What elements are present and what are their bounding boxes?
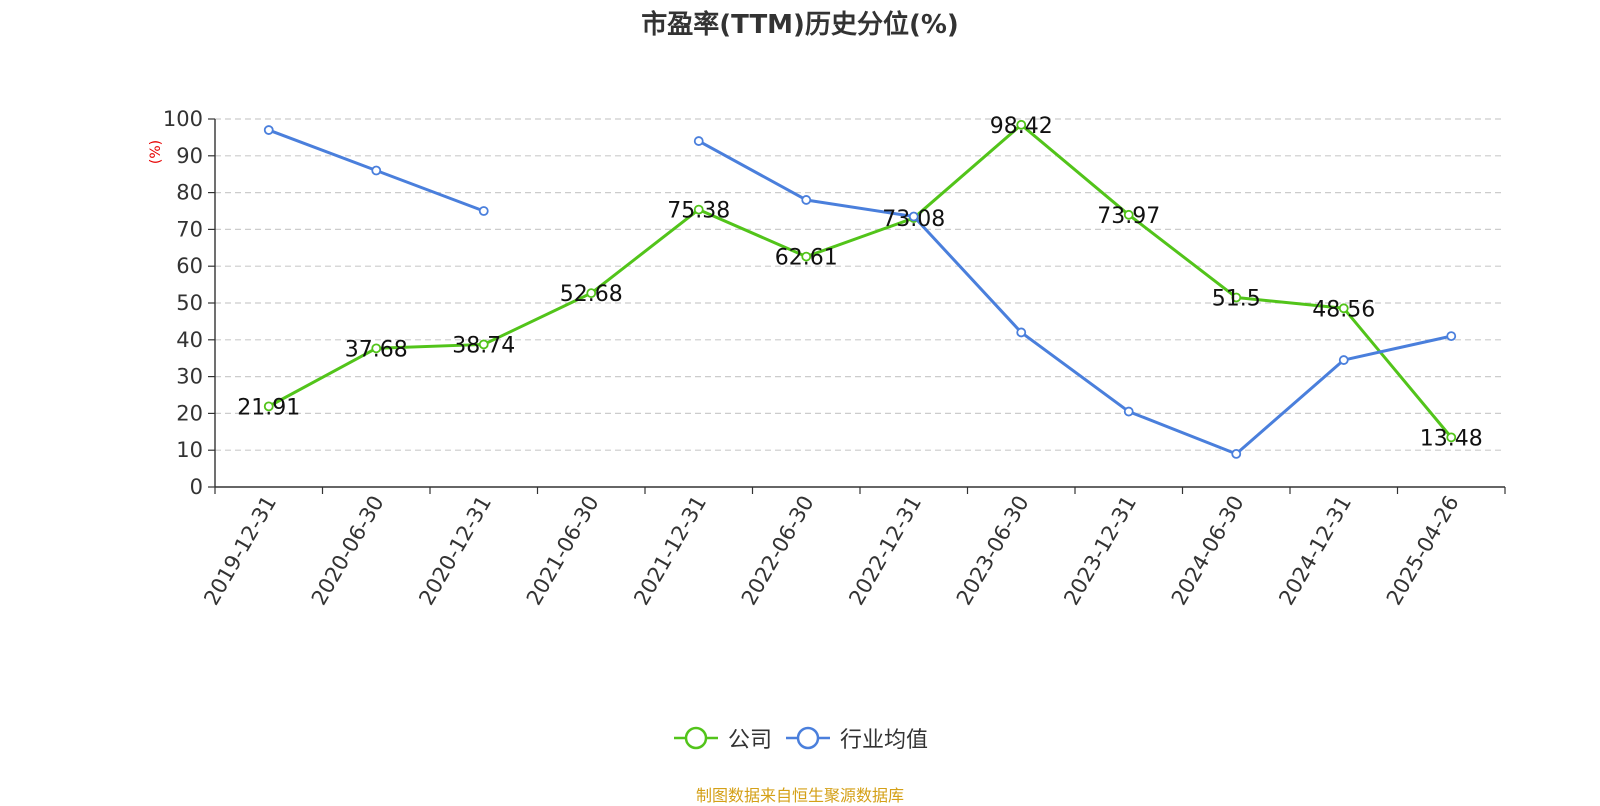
series-line-0 <box>268 123 1453 439</box>
series-line-1 <box>698 139 1452 456</box>
chart-title: 市盈率(TTM)历史分位(%) <box>641 10 959 40</box>
data-label: 51.5 <box>1212 286 1261 311</box>
y-tick-label: 90 <box>176 144 203 168</box>
data-point <box>1446 432 1457 443</box>
legend-label: 公司 <box>727 728 772 753</box>
y-tick-label: 60 <box>176 254 203 278</box>
y-axis-label: (%) <box>148 140 164 164</box>
data-point <box>371 343 382 354</box>
x-tick-label: 2021-12-31 <box>629 492 711 610</box>
y-tick-label: 80 <box>176 181 203 205</box>
data-point <box>1123 209 1134 220</box>
y-tick-label: 70 <box>176 217 203 241</box>
data-label: 21.91 <box>237 395 300 420</box>
x-tick-label: 2019-12-31 <box>199 492 281 610</box>
data-point <box>263 401 274 412</box>
data-point <box>693 136 704 146</box>
x-tick-label: 2024-12-31 <box>1274 492 1356 610</box>
x-tick-label: 2025-04-26 <box>1382 492 1464 610</box>
data-point <box>371 165 382 176</box>
data-point <box>478 206 489 216</box>
data-label: 98.42 <box>990 114 1053 139</box>
data-point <box>908 211 919 222</box>
data-point <box>1338 355 1349 365</box>
data-point <box>1446 331 1457 342</box>
data-point <box>801 251 812 262</box>
y-tick-label: 10 <box>176 438 203 462</box>
x-tick-label: 2024-06-30 <box>1167 492 1249 610</box>
data-label: 13.48 <box>1420 426 1483 451</box>
y-tick-label: 0 <box>190 475 203 499</box>
data-label: 52.68 <box>560 282 623 307</box>
y-tick-label: 40 <box>176 328 203 352</box>
data-label: 48.56 <box>1312 297 1375 322</box>
x-tick-label: 2023-06-30 <box>952 492 1034 610</box>
source-note: 制图数据来自恒生聚源数据库 <box>695 786 904 805</box>
x-tick-label: 2020-06-30 <box>307 492 389 610</box>
data-point <box>1231 292 1242 303</box>
data-point <box>1016 119 1027 130</box>
y-tick-label: 30 <box>176 365 203 389</box>
legend-item-1[interactable]: 行业均值 <box>784 722 928 754</box>
data-label: 38.74 <box>452 333 515 358</box>
data-point <box>1338 303 1349 314</box>
data-point <box>1016 327 1027 338</box>
legend-label: 行业均值 <box>840 728 929 753</box>
x-tick-label: 2023-12-31 <box>1059 492 1141 610</box>
data-point <box>263 125 274 135</box>
data-label: 75.38 <box>667 199 730 224</box>
series-lines <box>263 119 1457 459</box>
data-label: 73.97 <box>1097 204 1160 229</box>
y-tick-label: 100 <box>163 107 203 131</box>
data-point <box>478 339 489 350</box>
legend-line-circle-icon <box>673 726 718 750</box>
x-tick-label: 2020-12-31 <box>414 492 496 610</box>
data-point <box>693 204 704 215</box>
x-tick-label: 2022-06-30 <box>737 492 819 610</box>
data-label: 73.08 <box>882 207 945 232</box>
data-point <box>1231 448 1242 459</box>
y-tick-label: 50 <box>176 291 203 315</box>
x-tick-label: 2022-12-31 <box>844 492 926 610</box>
y-tick-label: 20 <box>176 401 203 425</box>
data-point <box>586 288 597 299</box>
data-point <box>801 195 812 205</box>
legend-item-0[interactable]: 公司 <box>672 722 772 754</box>
x-tick-label: 2021-06-30 <box>522 492 604 610</box>
legend-line-circle-icon <box>786 726 830 750</box>
data-point <box>1123 406 1134 417</box>
data-labels: 21.91 37.68 38.74 52.68 75.38 62.61 73.08 98.42… <box>237 114 1482 452</box>
data-label: 62.61 <box>775 246 838 271</box>
data-label: 37.68 <box>345 337 408 362</box>
legend: 公司 行业均值 <box>0 722 1600 757</box>
grid-lines <box>215 118 1505 451</box>
